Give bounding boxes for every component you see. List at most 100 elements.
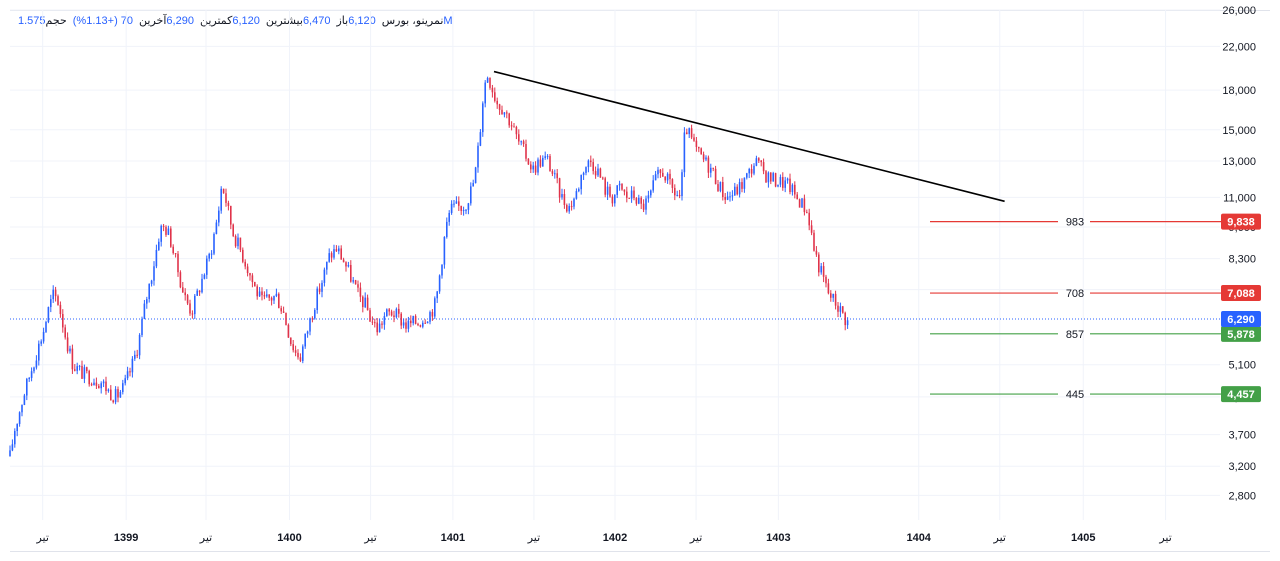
candle-body <box>134 354 136 359</box>
candle-body <box>40 341 42 344</box>
candle-body <box>614 194 616 204</box>
candle-body <box>638 197 640 204</box>
candle-body <box>117 389 119 398</box>
candle-body <box>119 391 122 398</box>
candle-body <box>506 112 508 114</box>
candle-body <box>83 367 86 379</box>
y-axis[interactable]: 26,00022,00018,00015,00013,00011,0009,60… <box>1222 5 1256 502</box>
candle-body <box>74 369 76 371</box>
candle-body <box>162 225 165 227</box>
candle-body <box>290 337 292 345</box>
level-price-tags: 9,838 7,088 5,878 4,457 6,290 <box>1221 213 1261 403</box>
candle-body <box>578 189 580 192</box>
candle-body <box>69 348 71 352</box>
candle-body <box>626 191 628 198</box>
candle-body <box>448 212 450 222</box>
close-value: 6,290 <box>166 15 194 27</box>
candle-body <box>786 178 789 181</box>
candle-body <box>690 128 693 138</box>
candle-body <box>777 184 779 187</box>
candle-body <box>554 173 556 175</box>
level-price-tag-text: 7,088 <box>1227 288 1255 300</box>
candle-body <box>374 322 376 324</box>
volume-value: 1.575M <box>18 15 453 27</box>
candle-body <box>102 381 105 384</box>
candle-body <box>78 365 81 367</box>
candle-body <box>594 171 597 176</box>
candle-body <box>131 358 134 373</box>
candle-body <box>158 241 160 250</box>
candle-body <box>808 212 810 226</box>
candle-body <box>90 384 93 386</box>
candle-body <box>753 165 755 174</box>
candle-body <box>352 280 354 282</box>
candle-body <box>846 320 849 326</box>
candle-body <box>426 321 429 324</box>
x-tick-label: تیر <box>363 532 376 544</box>
candle-body <box>328 253 330 262</box>
candle-body <box>549 156 551 172</box>
candle-body <box>52 289 54 300</box>
candle-body <box>153 266 155 281</box>
candle-body <box>597 168 599 176</box>
level-price-tag-text: 9,838 <box>1227 217 1255 229</box>
trendline[interactable] <box>493 70 1005 203</box>
candle-body <box>376 322 378 333</box>
candle-body <box>59 304 62 315</box>
candle-body <box>189 303 191 314</box>
candle-body <box>198 290 201 293</box>
candle-body <box>827 283 830 294</box>
candle-body <box>544 156 546 158</box>
candle-body <box>590 160 592 163</box>
candle-body <box>705 157 707 160</box>
candle-body <box>810 225 813 233</box>
candle-body <box>191 313 194 315</box>
candle-body <box>335 249 338 252</box>
candle-body <box>693 137 695 141</box>
candle-body <box>683 132 686 173</box>
candle-body <box>273 296 275 301</box>
candle-body <box>330 253 333 258</box>
x-axis[interactable]: تیر 1399 تیر 1400 تیر 1401 تیر 1402 تیر 1403 1404 ت… <box>35 532 1171 544</box>
candle-body <box>126 371 129 379</box>
candle-body <box>129 371 131 373</box>
candle-body <box>477 145 479 168</box>
candle-body <box>460 205 462 211</box>
candle-body <box>292 344 294 351</box>
candle-body <box>76 366 78 371</box>
candle-body <box>760 160 762 163</box>
candle-body <box>251 275 254 283</box>
y-tick-label: 26,000 <box>1222 5 1256 17</box>
candle-body <box>678 194 681 197</box>
candle-body <box>263 295 266 297</box>
candle-body <box>815 250 818 255</box>
candle-body <box>532 165 534 170</box>
candle-body <box>218 210 220 223</box>
level-price-tag <box>1221 213 1261 230</box>
y-tick-label: 3,700 <box>1228 430 1256 442</box>
candle-body <box>820 266 822 273</box>
candle-body <box>657 169 659 175</box>
candle-body <box>510 125 513 127</box>
candle-body <box>633 190 635 199</box>
candle-body <box>546 156 549 158</box>
x-tick-label: 1401 <box>441 532 465 544</box>
candle-body <box>813 232 815 251</box>
candle-body <box>150 280 153 284</box>
x-tick-label: تیر <box>1158 532 1171 544</box>
candle-body <box>321 282 323 292</box>
candle-body <box>167 228 170 235</box>
candle-body <box>501 109 503 115</box>
y-tick-label: 8,300 <box>1228 254 1256 266</box>
candle-body <box>201 278 203 293</box>
candle-body <box>222 188 225 194</box>
candle-body <box>822 266 825 277</box>
candle-body <box>38 343 40 361</box>
y-tick-label: 2,800 <box>1228 490 1256 502</box>
candle-body <box>482 103 484 133</box>
candle-body <box>146 299 148 304</box>
header-symbol[interactable]: نمرینو، بورس <box>381 15 444 27</box>
candle-body <box>530 164 532 170</box>
candle-body <box>702 154 705 160</box>
